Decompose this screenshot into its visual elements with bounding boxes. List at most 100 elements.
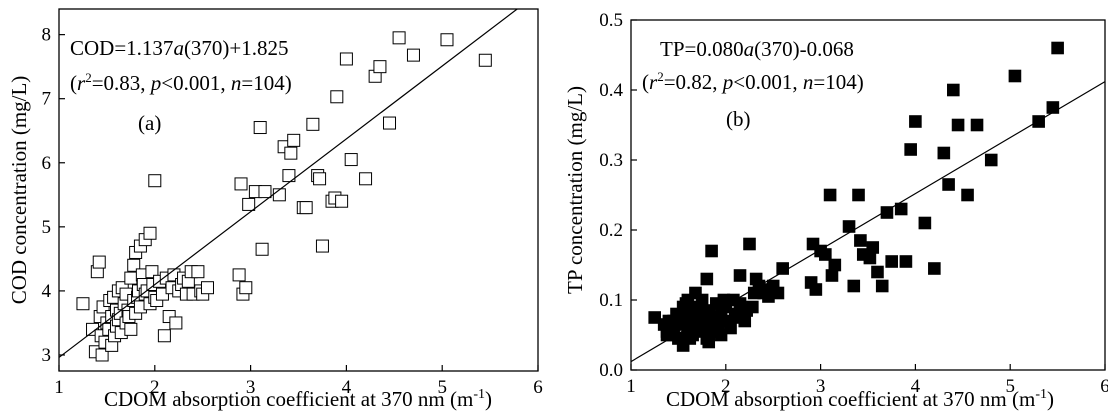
equation-a: COD=1.137a(370)+1.825: [70, 36, 289, 60]
data-point: [928, 262, 941, 275]
y-tick-label: 3: [42, 345, 52, 366]
data-point: [344, 153, 358, 167]
data-point: [970, 118, 984, 132]
x-tick-label: 5: [437, 377, 447, 398]
data-point: [823, 188, 837, 202]
x-ticks-a: 1 2 3 4 5 6: [54, 365, 543, 398]
data-point: [157, 329, 171, 343]
data-point: [253, 121, 267, 135]
data-point: [330, 90, 344, 104]
y-tick-label: 0.5: [599, 10, 623, 31]
data-point: [315, 239, 329, 253]
data-point: [239, 281, 253, 295]
data-point: [1008, 69, 1022, 83]
data-point: [373, 60, 387, 74]
y-axis-label-b: TP concentration (mg/L): [563, 86, 587, 294]
data-point: [143, 226, 157, 240]
data-point: [258, 185, 272, 199]
points-a: [76, 31, 492, 362]
data-point: [866, 241, 880, 254]
data-point: [648, 311, 662, 324]
data-point: [894, 202, 908, 216]
data-point: [724, 321, 737, 335]
data-point: [1032, 115, 1045, 128]
data-point: [705, 244, 718, 258]
data-point: [92, 255, 106, 269]
data-point: [255, 242, 269, 256]
data-point: [771, 286, 785, 300]
y-tick-label: 6: [42, 153, 52, 174]
data-point: [909, 115, 922, 128]
x-tick-label: 4: [342, 377, 352, 398]
x-tick-label: 2: [150, 377, 160, 398]
y-axis-label-a: COD concentration (mg/L): [7, 76, 31, 305]
data-point: [904, 143, 917, 156]
stats-a: (r2=0.83, p<0.001, n=104): [70, 70, 292, 95]
equation-b: TP=0.080a(370)-0.068: [660, 37, 854, 61]
y-tick-label: 5: [42, 217, 52, 238]
y-tick-label: 0.1: [599, 290, 623, 311]
data-point: [937, 146, 951, 160]
data-point: [942, 178, 955, 191]
y-tick-label: 0.0: [599, 360, 623, 381]
stats-b: (r2=0.82, p<0.001, n=104): [642, 69, 864, 94]
y-tick-label: 4: [42, 281, 52, 302]
data-point: [234, 177, 248, 191]
data-point: [871, 265, 884, 279]
data-point: [232, 268, 246, 282]
data-point: [392, 31, 406, 45]
data-point: [743, 237, 756, 251]
data-point: [746, 300, 759, 314]
data-point: [339, 52, 353, 66]
data-point: [282, 169, 296, 183]
data-point: [880, 206, 894, 219]
data-point: [700, 272, 714, 286]
x-axis-label-a: CDOM absorption coefficient at 370 nm (m…: [104, 387, 492, 411]
panel-label-a: (a): [138, 111, 161, 135]
data-point: [689, 304, 702, 317]
data-point: [306, 117, 320, 131]
data-point: [95, 348, 109, 362]
data-point: [759, 283, 772, 296]
data-point: [730, 311, 744, 324]
data-point: [383, 116, 397, 130]
y-tick-label: 7: [42, 89, 52, 110]
y-ticks-b: 0.0 0.1 0.2 0.3 0.4 0.5: [599, 10, 637, 381]
data-point: [875, 279, 889, 293]
regression-line-b: [630, 81, 1106, 363]
x-axis-label-b: CDOM absorption coefficient at 370 nm (m…: [666, 387, 1054, 411]
data-point: [124, 322, 138, 336]
panel-b: 1 2 3 4 5 6 0.0 0.1 0.2 0.3 0.4 0.5 TP=0.080a(370)…: [563, 10, 1108, 411]
data-point: [863, 251, 877, 265]
data-point: [776, 262, 789, 275]
data-point: [169, 316, 183, 330]
data-point: [200, 281, 214, 295]
data-point: [313, 172, 327, 186]
data-point: [127, 258, 141, 272]
x-tick-label: 2: [721, 376, 731, 397]
data-point: [984, 153, 998, 167]
x-tick-label: 6: [533, 377, 543, 398]
data-point: [947, 83, 960, 97]
data-point: [242, 197, 256, 211]
panel-a: 1 2 3 4 5 6 3 4 5 6 7 8 COD=1.137a(370)+1.825 (r2=…: [7, 8, 543, 411]
data-point: [852, 188, 865, 202]
plot-frame-a: [58, 8, 539, 372]
data-point: [76, 297, 90, 311]
data-point: [711, 321, 725, 335]
data-point: [702, 335, 716, 349]
x-tick-label: 4: [911, 376, 921, 397]
data-point: [809, 283, 823, 296]
data-point: [440, 33, 454, 47]
plot-frame-b: [630, 19, 1106, 371]
y-ticks-a: 3 4 5 6 7 8: [42, 25, 65, 366]
regression-line-a: [58, 8, 518, 358]
x-tick-label: 3: [246, 377, 256, 398]
y-tick-label: 0.3: [599, 150, 623, 171]
data-point: [695, 293, 709, 307]
data-point: [191, 265, 205, 279]
data-point: [819, 248, 832, 261]
y-tick-label: 0.4: [599, 80, 623, 101]
data-point: [359, 172, 373, 186]
